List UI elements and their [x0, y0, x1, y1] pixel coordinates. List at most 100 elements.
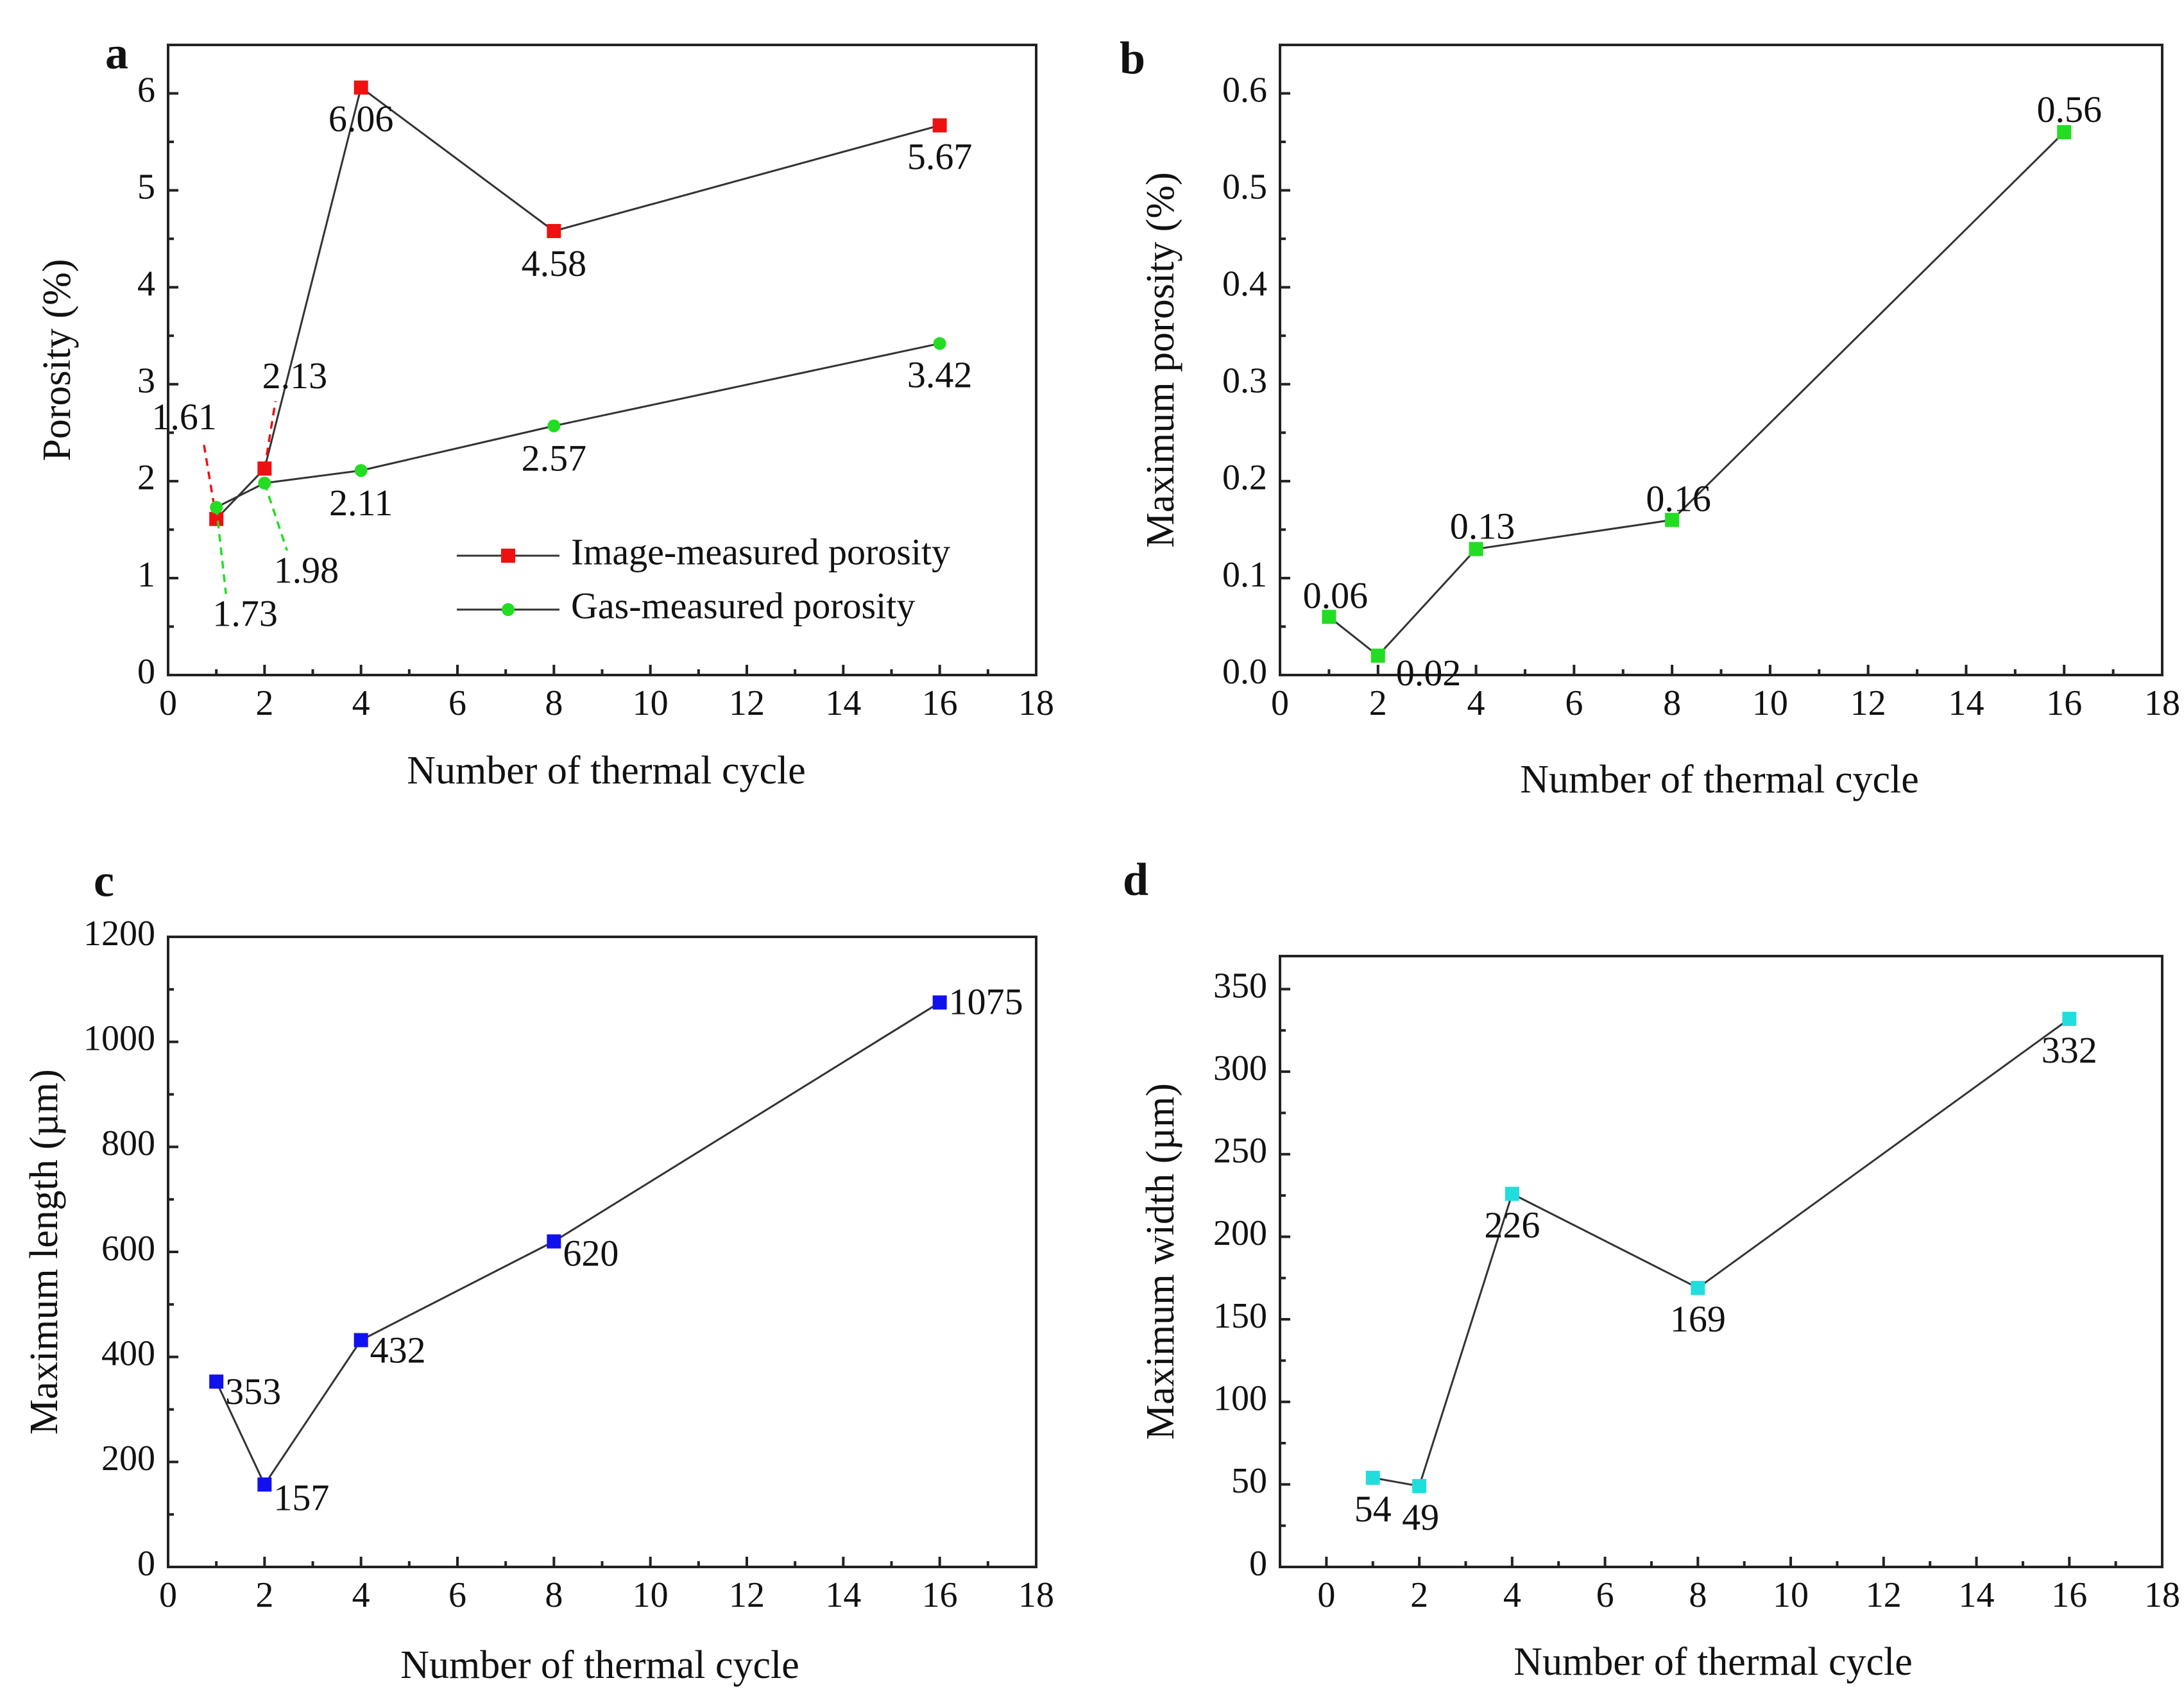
data-point	[1505, 1186, 1519, 1201]
data-label: 0.02	[1396, 652, 1462, 694]
x-tick-label: 0	[1271, 683, 1289, 723]
x-tick-label: 14	[825, 683, 861, 723]
data-point	[1469, 542, 1483, 556]
x-tick-label: 0	[1317, 1575, 1335, 1615]
x-tick-label: 10	[1752, 683, 1788, 723]
panel-letter: a	[105, 28, 128, 79]
data-point	[1412, 1478, 1427, 1493]
plot-frame	[1279, 44, 2163, 676]
label-leader-line	[263, 483, 288, 551]
x-tick-label: 2	[255, 1575, 273, 1615]
data-label: 0.16	[1646, 477, 1711, 519]
y-axis-title: Maximum porosity (%)	[1139, 172, 1182, 548]
y-axis-title: Maximum width (µm)	[1139, 1083, 1182, 1440]
y-tick-label: 800	[101, 1124, 155, 1163]
y-axis-title: Maximum length (µm)	[22, 1069, 66, 1435]
y-tick-label: 5	[137, 167, 155, 207]
data-point	[932, 995, 947, 1010]
data-point	[1365, 1471, 1380, 1485]
x-tick-label: 10	[633, 683, 669, 723]
x-tick-label: 16	[922, 683, 958, 723]
y-tick-label: 150	[1213, 1296, 1267, 1336]
y-tick-label: 50	[1231, 1461, 1267, 1501]
data-point	[547, 419, 561, 432]
data-point	[1691, 1281, 1705, 1296]
x-tick-label: 10	[1773, 1575, 1809, 1615]
data-label: 2.57	[522, 438, 587, 479]
x-tick-label: 0	[159, 683, 177, 723]
data-point	[1322, 610, 1336, 624]
x-tick-label: 4	[1467, 683, 1485, 723]
y-tick-label: 3	[137, 361, 155, 401]
y-tick-label: 200	[1213, 1213, 1267, 1253]
x-tick-label: 12	[1850, 683, 1886, 723]
data-point	[933, 337, 946, 350]
label-leader-line	[215, 507, 227, 594]
data-label: 2.13	[262, 355, 328, 397]
y-tick-label: 100	[1213, 1379, 1267, 1419]
x-tick-label: 2	[1369, 683, 1387, 723]
y-tick-label: 300	[1213, 1048, 1267, 1088]
data-point	[354, 1333, 368, 1348]
x-tick-label: 18	[2144, 1575, 2180, 1615]
data-point	[354, 464, 368, 477]
x-tick-label: 4	[352, 683, 370, 723]
data-label: 0.06	[1303, 574, 1369, 616]
label-leader-line	[263, 400, 277, 469]
y-tick-label: 600	[101, 1229, 155, 1269]
panel-d: d 0 2 4 6 8 10 12 14 16 18 0 50 100 150 200 250 300 350 Num…	[1123, 854, 2180, 1684]
x-axis-title: Number of thermal cycle	[400, 1643, 799, 1687]
y-tick-label: 0	[137, 652, 155, 692]
data-point	[354, 80, 368, 95]
y-tick-label: 0.5	[1222, 167, 1267, 207]
data-point	[2062, 1011, 2077, 1026]
data-point	[209, 1374, 224, 1389]
data-point	[932, 118, 947, 133]
x-tick-label: 6	[1596, 1575, 1614, 1615]
series-line	[1372, 1018, 2070, 1487]
legend-marker	[501, 549, 515, 563]
data-point	[547, 224, 561, 239]
x-tick-label: 6	[1565, 683, 1583, 723]
data-label: 0.56	[2036, 89, 2102, 130]
x-tick-label: 14	[1948, 683, 1984, 723]
panel-letter: b	[1120, 33, 1145, 84]
data-label: 0.13	[1450, 506, 1515, 547]
x-tick-label: 6	[448, 683, 466, 723]
data-label: 226	[1484, 1204, 1540, 1246]
x-tick-label: 14	[825, 1575, 861, 1615]
y-tick-label: 250	[1213, 1131, 1267, 1171]
y-tick-label: 0.6	[1222, 70, 1267, 110]
data-label: 1.61	[151, 396, 217, 438]
y-tick-label: 4	[137, 264, 155, 304]
y-tick-label: 1	[137, 555, 155, 595]
data-point	[547, 1234, 561, 1249]
data-label: 3.42	[907, 354, 973, 395]
y-tick-label: 0	[137, 1544, 155, 1584]
y-tick-label: 0.2	[1222, 458, 1267, 498]
x-tick-label: 8	[545, 1575, 563, 1615]
data-label: 1075	[949, 980, 1023, 1022]
y-tick-label: 1200	[83, 914, 155, 954]
legend-label: Image-measured porosity	[571, 531, 950, 572]
x-tick-label: 18	[2144, 683, 2180, 723]
y-tick-label: 0.1	[1222, 555, 1267, 595]
x-tick-label: 12	[729, 683, 765, 723]
x-tick-label: 16	[2051, 1575, 2087, 1615]
data-label: 1.73	[212, 593, 278, 635]
data-label: 620	[563, 1233, 619, 1274]
x-tick-label: 14	[1959, 1575, 1995, 1615]
x-axis-title: Number of thermal cycle	[1520, 758, 1918, 801]
data-label: 157	[273, 1477, 329, 1519]
x-tick-label: 10	[633, 1575, 669, 1615]
y-tick-label: 0	[1249, 1544, 1267, 1584]
data-label: 2.11	[329, 482, 393, 524]
x-axis-title: Number of thermal cycle	[407, 749, 805, 792]
x-tick-label: 16	[922, 1575, 958, 1615]
data-label: 6.06	[328, 98, 394, 139]
legend-marker	[502, 603, 515, 616]
plot-frame	[1279, 955, 2163, 1568]
legend: Image-measured porosity Gas-measured poro…	[457, 531, 950, 626]
data-label: 1.98	[274, 549, 339, 591]
